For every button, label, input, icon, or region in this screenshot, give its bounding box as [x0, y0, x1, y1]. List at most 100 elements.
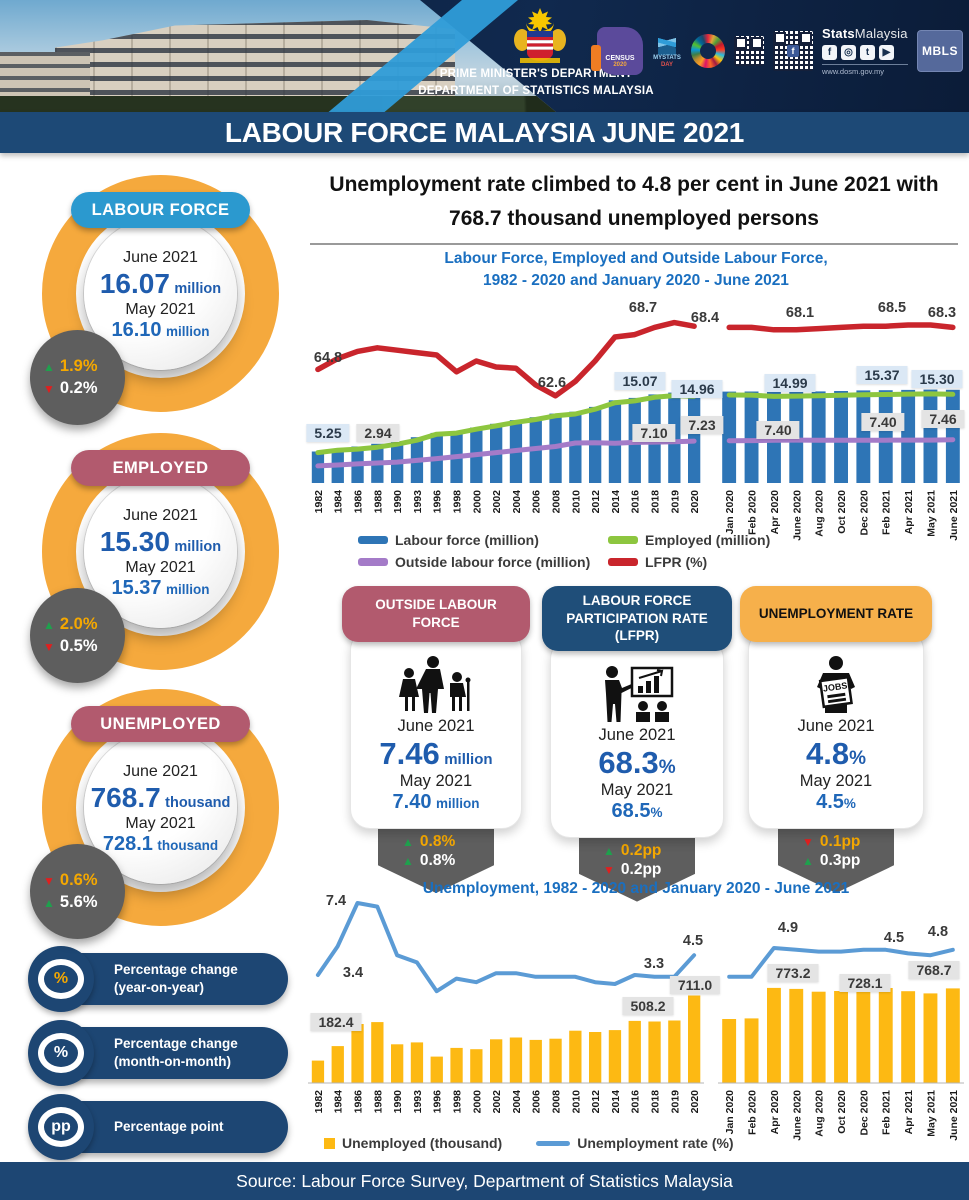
facebook-qr-badge-icon: f	[787, 45, 799, 57]
chart-title: Labour Force, Employed and Outside Labou…	[306, 248, 966, 291]
data-label: 2.94	[356, 424, 399, 442]
percent-icon: %	[28, 1020, 94, 1086]
svg-text:1988: 1988	[372, 1090, 384, 1114]
mom-arrow-icon: ▼	[43, 640, 55, 654]
svg-text:Apr 2021: Apr 2021	[903, 490, 915, 535]
svg-text:2008: 2008	[551, 1090, 563, 1114]
period-label: May 2021	[125, 559, 195, 577]
data-label: 14.99	[764, 374, 815, 392]
previous-unit: %	[650, 805, 662, 820]
stat-circle-title: LABOUR FORCE	[71, 192, 250, 228]
svg-text:May 2021: May 2021	[925, 490, 937, 537]
svg-text:1984: 1984	[333, 1090, 345, 1114]
svg-text:1996: 1996	[432, 490, 444, 514]
svg-text:2006: 2006	[531, 1090, 543, 1114]
svg-text:2018: 2018	[650, 1090, 662, 1114]
stat-circle-title: EMPLOYED	[71, 450, 250, 486]
svg-text:Aug 2020: Aug 2020	[814, 490, 826, 537]
partner-logos: CENSUS 2020 MYSTATS DAY f StatsMalaysia …	[597, 26, 963, 76]
department-line2: DEPARTMENT OF STATISTICS MALAYSIA	[416, 83, 656, 100]
data-label: 15.37	[856, 366, 907, 384]
svg-text:Feb 2020: Feb 2020	[747, 1090, 759, 1135]
period-label: May 2021	[557, 781, 718, 800]
current-unit: million	[444, 751, 492, 768]
data-label: 4.5	[683, 933, 703, 949]
header-banner: PRIME MINISTER'S DEPARTMENT DEPARTMENT O…	[0, 0, 969, 112]
website-link[interactable]: www.dosm.gov.my	[822, 64, 908, 76]
yoy-change: 0.6%	[60, 871, 98, 890]
outside-labour-force-card: OUTSIDE LABOUR FORCE June 2021 7.46 mill…	[342, 586, 530, 893]
mom-change: 0.3pp	[820, 852, 860, 870]
svg-text:Apr 2020: Apr 2020	[769, 490, 781, 535]
unemployment-chart: Unemployment, 1982 - 2020 and January 20…	[306, 878, 966, 1154]
current-value: 7.46	[379, 736, 439, 771]
data-label: 773.2	[767, 964, 818, 982]
svg-text:2004: 2004	[511, 490, 523, 514]
data-label: 768.7	[908, 961, 959, 979]
mom-change: 0.2%	[60, 379, 98, 398]
census-label: CENSUS	[605, 55, 634, 62]
svg-text:Dec 2020: Dec 2020	[858, 1090, 870, 1136]
svg-text:May 2021: May 2021	[925, 1090, 937, 1137]
mystats-hand-icon	[658, 29, 676, 55]
data-label: 64.8	[314, 350, 342, 366]
svg-text:1982: 1982	[313, 1090, 325, 1114]
mystats-label: MYSTATS	[653, 55, 681, 61]
stat-circle-employed: June 2021 15.30 million May 2021 15.37 m…	[28, 428, 292, 680]
data-label: 182.4	[310, 1013, 361, 1031]
youtube-icon[interactable]: ▶	[879, 45, 894, 60]
card-title: UNEMPLOYMENT RATE	[740, 586, 932, 642]
stats-light-label: Malaysia	[855, 26, 908, 41]
svg-text:Dec 2020: Dec 2020	[858, 490, 870, 536]
yoy-change: 2.0%	[60, 615, 98, 634]
data-label: 4.5	[884, 930, 904, 946]
svg-text:Oct 2020: Oct 2020	[836, 490, 848, 534]
svg-text:2018: 2018	[650, 490, 662, 514]
current-unit: million	[174, 281, 221, 297]
mystats-day-logo: MYSTATS DAY	[652, 29, 682, 73]
period-label: May 2021	[125, 815, 195, 833]
previous-unit: million	[166, 582, 210, 597]
period-label: June 2021	[755, 717, 918, 736]
facebook-icon[interactable]: f	[822, 45, 837, 60]
key-legend-yoy: % Percentage change(year-on-year)	[28, 946, 296, 1012]
svg-text:Aug 2020: Aug 2020	[814, 1090, 826, 1137]
yoy-change: 0.2pp	[621, 842, 661, 860]
key-legend-line2: (year-on-year)	[114, 979, 238, 997]
chart-legend: Unemployed (thousand) Unemployment rate …	[324, 1135, 734, 1151]
mom-arrow-icon: ▲	[43, 896, 55, 910]
instagram-icon[interactable]: ◎	[841, 45, 856, 60]
qr-code-icon	[734, 36, 764, 66]
mom-arrow-icon: ▼	[603, 863, 615, 877]
current-value: 768.7	[91, 782, 161, 813]
annual-panel-svg: 1982198419861988199019931996199820002002…	[308, 898, 704, 1148]
svg-text:2020: 2020	[689, 1090, 701, 1114]
data-label: 68.4	[691, 310, 719, 326]
period-label: June 2021	[557, 726, 718, 745]
data-label: 68.7	[629, 300, 657, 316]
data-label: 15.30	[911, 370, 962, 388]
data-label: 3.4	[343, 965, 363, 981]
data-label: 68.3	[928, 305, 956, 321]
key-legend-line1: Percentage point	[114, 1118, 224, 1136]
stats-bold-label: Stats	[822, 26, 855, 41]
legend-label: Outside labour force (million)	[395, 554, 590, 570]
data-label: 711.0	[670, 976, 720, 994]
current-unit: %	[849, 748, 866, 769]
svg-text:2010: 2010	[570, 1090, 582, 1114]
key-legend-pp: pp Percentage point	[28, 1094, 296, 1160]
period-label: June 2021	[123, 249, 198, 267]
svg-text:1982: 1982	[313, 490, 325, 514]
mom-change: 0.2pp	[621, 861, 661, 879]
divider	[310, 243, 958, 245]
period-label: June 2021	[123, 763, 198, 781]
data-label: 5.25	[306, 424, 349, 442]
outside-labour-force-swatch	[358, 558, 388, 566]
census-2020-logo: CENSUS 2020	[597, 27, 643, 75]
change-badge: ▲2.0% ▼0.5%	[30, 588, 125, 683]
period-label: May 2021	[125, 301, 195, 319]
svg-text:June 2021: June 2021	[948, 490, 960, 541]
twitter-icon[interactable]: t	[860, 45, 875, 60]
current-unit: thousand	[165, 795, 230, 811]
key-legend-mom: % Percentage change(month-on-month)	[28, 1020, 296, 1086]
